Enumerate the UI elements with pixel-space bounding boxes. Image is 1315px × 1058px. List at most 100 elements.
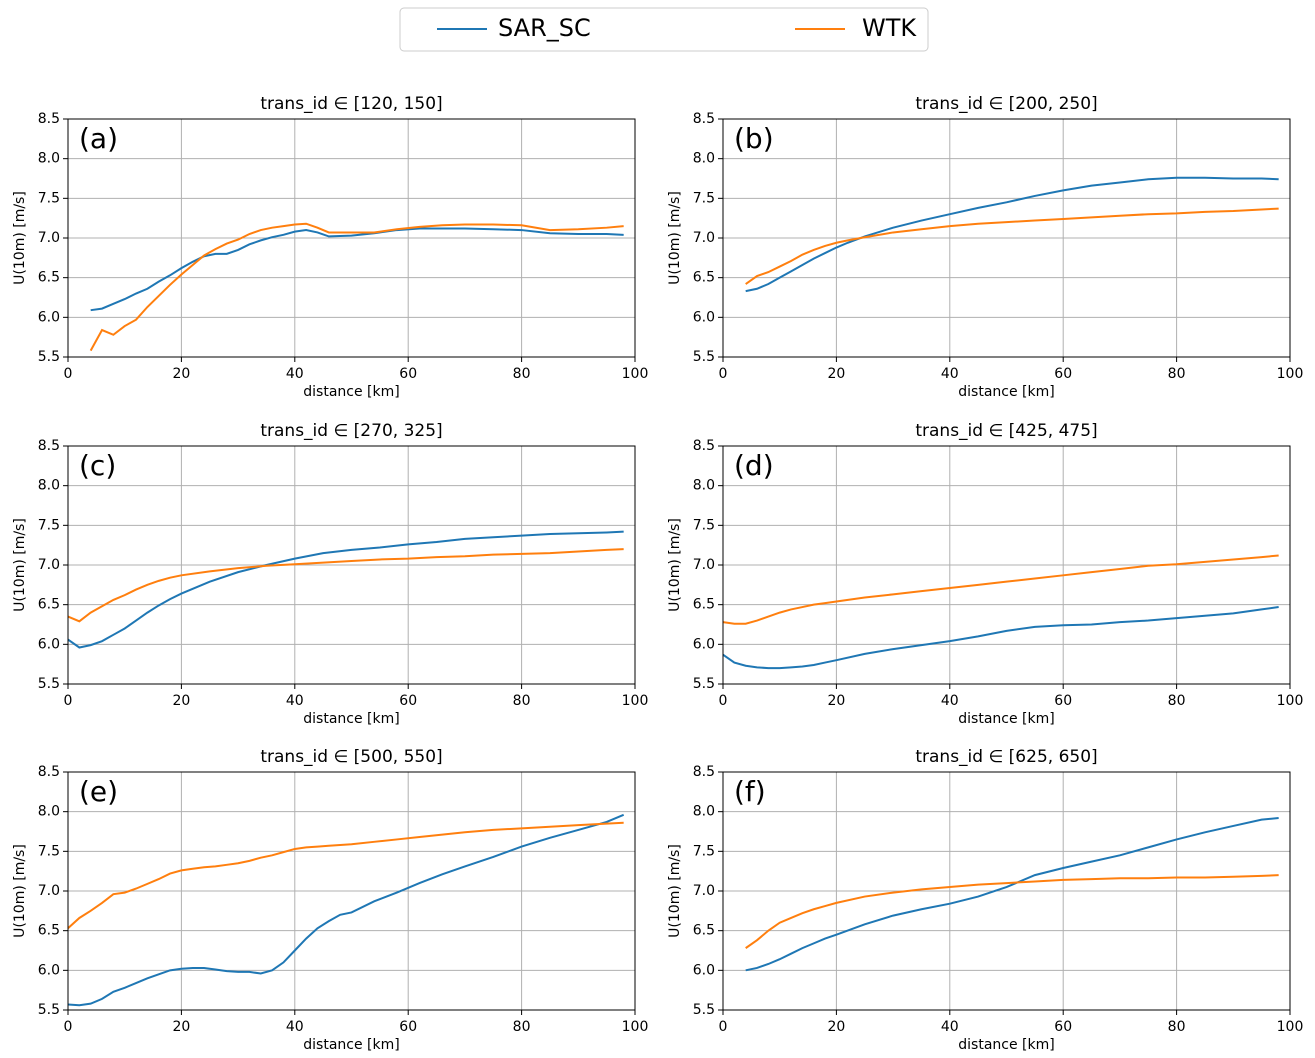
y-tick-label: 6.0	[693, 309, 715, 325]
y-tick-label: 6.5	[693, 597, 715, 613]
x-tick-label: 100	[622, 366, 649, 382]
chart-title: trans_id ∈ [500, 550]	[260, 747, 442, 767]
data-line	[745, 207, 1279, 285]
x-tick-label: 40	[286, 1019, 304, 1035]
y-axis-label: U(10m) [m/s]	[12, 844, 28, 938]
y-tick-label: 8.5	[38, 111, 60, 127]
x-tick-label: 100	[1277, 693, 1304, 709]
y-tick-label: 5.5	[38, 349, 60, 365]
data-line	[722, 554, 1279, 625]
x-tick-label: 100	[1277, 366, 1304, 382]
x-axis-label: distance [km]	[303, 711, 399, 727]
panel-label: (c)	[79, 449, 116, 482]
chart-title: trans_id ∈ [200, 250]	[915, 94, 1097, 114]
panel-label: (d)	[734, 449, 774, 482]
y-tick-label: 7.0	[38, 883, 60, 899]
x-tick-label: 60	[1054, 1019, 1072, 1035]
chart-title: trans_id ∈ [120, 150]	[260, 94, 442, 114]
y-tick-label: 8.5	[693, 111, 715, 127]
y-tick-label: 8.0	[693, 804, 715, 820]
x-tick-label: 80	[513, 366, 531, 382]
plot-frame	[722, 445, 1291, 685]
y-tick-label: 8.0	[38, 804, 60, 820]
y-tick-label: 5.5	[693, 676, 715, 692]
y-tick-label: 7.5	[38, 190, 60, 206]
plot-frame	[722, 771, 1291, 1011]
panel-label: (f)	[734, 775, 766, 808]
y-tick-label: 6.0	[693, 962, 715, 978]
y-axis-label: U(10m) [m/s]	[667, 844, 683, 938]
data-line	[67, 813, 625, 1007]
x-tick-label: 60	[1054, 366, 1072, 382]
x-tick-label: 0	[719, 1019, 728, 1035]
x-tick-label: 60	[399, 693, 417, 709]
y-tick-label: 5.5	[693, 1002, 715, 1018]
x-tick-label: 80	[1168, 366, 1186, 382]
x-tick-label: 20	[172, 1019, 190, 1035]
y-tick-label: 7.5	[693, 517, 715, 533]
x-tick-label: 20	[827, 693, 845, 709]
y-tick-label: 7.5	[38, 517, 60, 533]
x-tick-label: 20	[172, 693, 190, 709]
x-tick-label: 80	[1168, 693, 1186, 709]
y-tick-label: 7.5	[693, 843, 715, 859]
y-tick-label: 6.5	[38, 270, 60, 286]
x-tick-label: 40	[941, 366, 959, 382]
y-tick-label: 5.5	[38, 676, 60, 692]
y-tick-label: 6.0	[38, 962, 60, 978]
x-tick-label: 40	[286, 366, 304, 382]
x-tick-label: 0	[64, 1019, 73, 1035]
y-tick-label: 6.0	[38, 636, 60, 652]
y-tick-label: 7.0	[693, 883, 715, 899]
y-tick-label: 7.0	[38, 557, 60, 573]
y-tick-label: 5.5	[38, 1002, 60, 1018]
y-tick-label: 6.5	[38, 923, 60, 939]
x-tick-label: 40	[286, 693, 304, 709]
y-tick-label: 8.0	[38, 151, 60, 167]
data-line	[90, 227, 624, 312]
x-tick-label: 40	[941, 693, 959, 709]
x-tick-label: 60	[399, 1019, 417, 1035]
y-tick-label: 5.5	[693, 349, 715, 365]
x-axis-label: distance [km]	[958, 384, 1054, 400]
data-line	[67, 530, 624, 649]
x-tick-label: 60	[399, 366, 417, 382]
y-axis-label: U(10m) [m/s]	[12, 518, 28, 612]
y-tick-label: 7.5	[693, 190, 715, 206]
x-tick-label: 100	[622, 1019, 649, 1035]
x-tick-label: 80	[513, 693, 531, 709]
x-axis-label: distance [km]	[958, 1037, 1054, 1053]
data-line	[89, 222, 624, 352]
x-tick-label: 0	[719, 366, 728, 382]
chart-title: trans_id ∈ [270, 325]	[260, 421, 442, 441]
legend-label: SAR_SC	[498, 14, 591, 42]
x-tick-label: 100	[622, 693, 649, 709]
data-line	[67, 548, 624, 623]
legend-box	[399, 7, 929, 52]
x-tick-label: 0	[64, 693, 73, 709]
y-tick-label: 8.5	[38, 438, 60, 454]
y-tick-label: 8.5	[693, 438, 715, 454]
x-tick-label: 80	[513, 1019, 531, 1035]
x-tick-label: 20	[172, 366, 190, 382]
y-axis-label: U(10m) [m/s]	[667, 518, 683, 612]
y-tick-label: 8.0	[693, 151, 715, 167]
x-tick-label: 20	[827, 366, 845, 382]
data-line	[745, 874, 1279, 949]
x-tick-label: 40	[941, 1019, 959, 1035]
panel-label: (e)	[79, 775, 118, 808]
chart-title: trans_id ∈ [625, 650]	[915, 747, 1097, 767]
chart-title: trans_id ∈ [425, 475]	[915, 421, 1097, 441]
y-tick-label: 7.0	[38, 230, 60, 246]
plot-frame	[67, 118, 636, 358]
data-line	[67, 821, 624, 930]
y-tick-label: 8.5	[38, 764, 60, 780]
data-line	[745, 176, 1279, 293]
y-tick-label: 8.5	[693, 764, 715, 780]
x-axis-label: distance [km]	[303, 384, 399, 400]
data-line	[722, 606, 1279, 670]
x-tick-label: 0	[64, 366, 73, 382]
y-axis-label: U(10m) [m/s]	[12, 191, 28, 285]
y-tick-label: 6.5	[693, 923, 715, 939]
